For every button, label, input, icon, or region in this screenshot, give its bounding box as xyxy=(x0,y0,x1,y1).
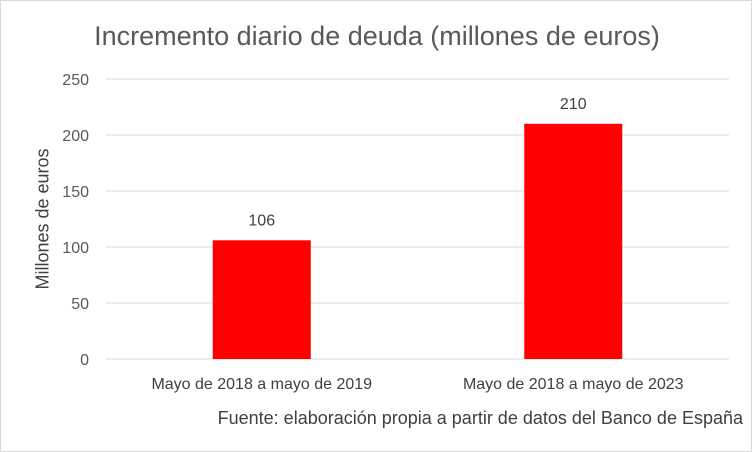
y-tick-label: 50 xyxy=(71,296,89,313)
y-tick-label: 100 xyxy=(62,240,89,257)
bar xyxy=(524,123,623,359)
bar xyxy=(212,240,311,359)
x-tick-label: Mayo de 2018 a mayo de 2019 xyxy=(151,376,372,393)
y-tick-label: 250 xyxy=(62,72,89,89)
source-note: Fuente: elaboración propia a partir de d… xyxy=(217,408,743,428)
y-tick-label: 150 xyxy=(62,184,89,201)
data-label: 106 xyxy=(248,212,275,229)
y-tick-label: 0 xyxy=(80,352,89,369)
data-label: 210 xyxy=(560,96,587,113)
chart-title: Incremento diario de deuda (millones de … xyxy=(94,21,660,51)
y-tick-label: 200 xyxy=(62,128,89,145)
x-tick-label: Mayo de 2018 a mayo de 2023 xyxy=(463,376,684,393)
